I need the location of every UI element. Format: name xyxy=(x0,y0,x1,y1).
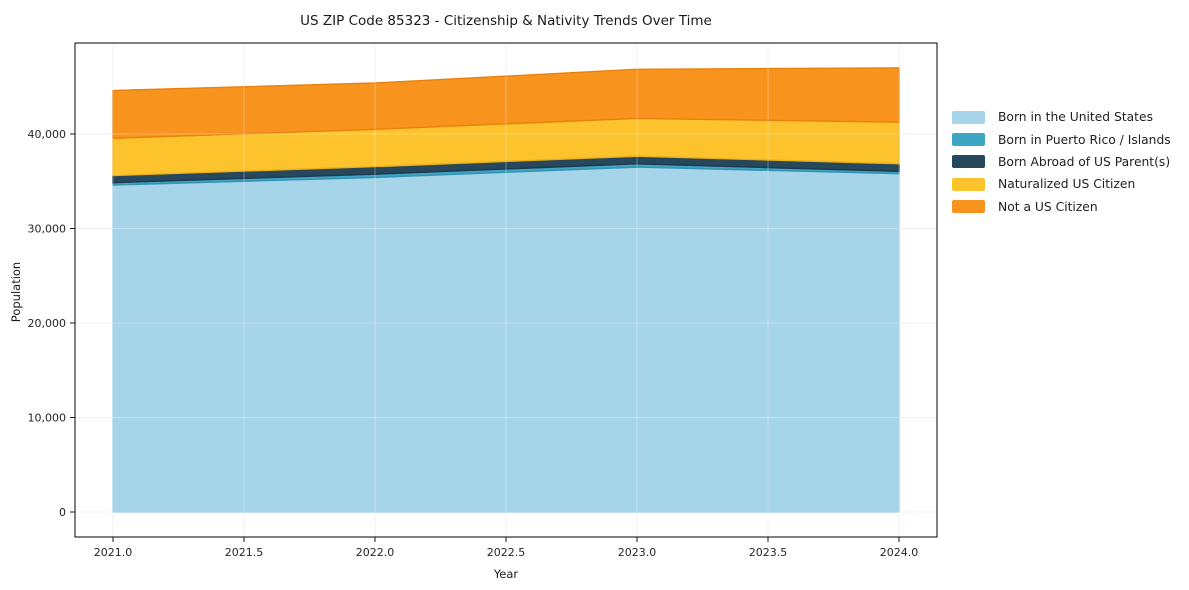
x-tick-label: 2022.0 xyxy=(356,546,395,559)
legend-swatch-naturalized xyxy=(952,177,985,191)
area-not-citizen xyxy=(112,67,900,139)
y-tick-label: 20,000 xyxy=(28,317,67,330)
x-axis-label: Year xyxy=(493,567,519,581)
legend-swatch-born-pr xyxy=(952,133,985,147)
legend-label: Born in the United States xyxy=(998,110,1153,125)
legend-label: Born Abroad of US Parent(s) xyxy=(998,154,1171,169)
legend-label: Not a US Citizen xyxy=(998,199,1098,214)
y-tick-label: 30,000 xyxy=(28,223,67,236)
legend-label: Naturalized US Citizen xyxy=(998,177,1136,192)
legend-item-born-pr: Born in Puerto Rico / Islands xyxy=(952,128,1171,150)
legend-label: Born in Puerto Rico / Islands xyxy=(998,132,1171,147)
x-tick-label: 2021.0 xyxy=(94,546,133,559)
axis-ticks xyxy=(70,133,900,542)
x-tick-label: 2022.5 xyxy=(487,546,526,559)
x-tick-label: 2024.0 xyxy=(880,546,919,559)
y-tick-label: 40,000 xyxy=(28,128,67,141)
chart-title: US ZIP Code 85323 - Citizenship & Nativi… xyxy=(300,13,712,29)
legend-item-not-citizen: Not a US Citizen xyxy=(952,196,1171,218)
x-tick-label: 2021.5 xyxy=(225,546,264,559)
y-tick-label: 10,000 xyxy=(28,412,67,425)
legend-swatch-born-us xyxy=(952,110,985,124)
y-tick-label: 0 xyxy=(59,506,66,519)
x-tick-label: 2023.5 xyxy=(749,546,788,559)
legend-item-born-abroad: Born Abroad of US Parent(s) xyxy=(952,151,1171,173)
legend-swatch-born-abroad xyxy=(952,155,985,169)
area-series-group xyxy=(112,67,900,513)
legend: Born in the United States Born in Puerto … xyxy=(952,106,1171,218)
y-axis-label: Population xyxy=(9,262,23,322)
legend-item-born-us: Born in the United States xyxy=(952,106,1171,128)
x-tick-label: 2023.0 xyxy=(618,546,657,559)
legend-item-naturalized: Naturalized US Citizen xyxy=(952,173,1171,195)
legend-swatch-not-citizen xyxy=(952,200,985,214)
gridlines-overlay xyxy=(75,43,937,537)
tick-labels: 0 10,000 20,000 30,000 40,000 2021.0 2021.5 202… xyxy=(28,128,919,559)
